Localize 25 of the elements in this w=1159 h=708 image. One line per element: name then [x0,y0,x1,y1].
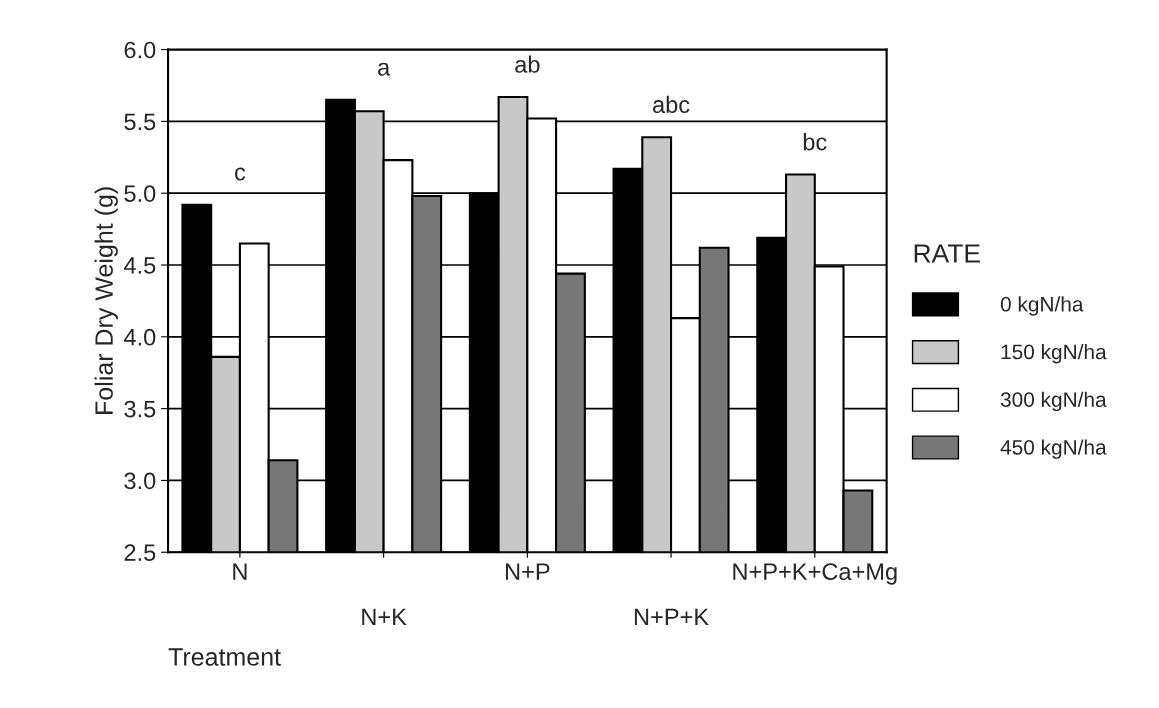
y-tick-label: 2.5 [124,544,156,562]
y-tick-label: 4.5 [123,257,156,274]
x-tick-label: N [233,563,247,580]
legend-title: RATE [914,244,980,263]
legend-label: 300 kgN/ha [1000,391,1107,412]
x-tick-label: N+K [362,608,407,626]
x-tick-label: N+P+K [634,608,709,626]
y-tick-label: 5.0 [124,185,156,202]
annotation: ab [515,55,540,73]
legend-label: 150 kgN/ha [1001,344,1107,364]
y-tick-label: 5.5 [124,113,156,131]
y-axis-title: Foliar Dry Weight (g) [94,187,118,414]
annotation: abc [653,95,690,114]
y-tick-label: 6.0 [124,41,156,59]
annotation: a [378,62,391,76]
legend-label: 450 kgN/ha [1000,439,1107,459]
y-tick-label: 3.5 [124,400,156,418]
x-axis-title: Treatment [168,648,281,666]
annotation: c [235,167,246,181]
x-tick-label: N+P [505,563,550,580]
annotation: bc [803,133,827,151]
x-tick-label: N+P+K+Ca+Mg [733,563,897,585]
legend-label: 0 kgN/ha [1000,296,1084,316]
y-tick-label: 3.0 [124,472,156,490]
y-tick-label: 4.0 [123,328,156,346]
